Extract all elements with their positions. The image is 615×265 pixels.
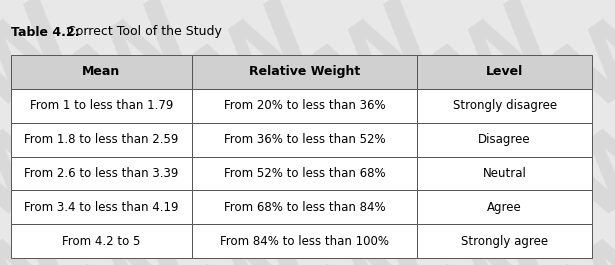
- Text: W: W: [427, 0, 573, 21]
- Text: W: W: [547, 99, 615, 241]
- Bar: [417, 55, 592, 89]
- Bar: [417, 123, 592, 157]
- Bar: [11, 157, 192, 190]
- Text: W: W: [0, 99, 93, 241]
- Text: W: W: [307, 99, 453, 241]
- Text: Strongly disagree: Strongly disagree: [453, 99, 557, 112]
- Bar: [417, 157, 592, 190]
- Bar: [11, 55, 192, 89]
- Text: W: W: [67, 0, 213, 21]
- Text: W: W: [67, 0, 213, 131]
- Text: From 1.8 to less than 2.59: From 1.8 to less than 2.59: [25, 133, 179, 146]
- Bar: [192, 123, 417, 157]
- Bar: [11, 224, 192, 258]
- Text: Table 4.2:: Table 4.2:: [11, 25, 80, 38]
- Text: W: W: [187, 209, 333, 265]
- Bar: [192, 55, 417, 89]
- Text: W: W: [187, 0, 333, 131]
- Text: W: W: [547, 0, 615, 21]
- Text: Neutral: Neutral: [483, 167, 526, 180]
- Text: W: W: [547, 0, 615, 131]
- Text: From 3.4 to less than 4.19: From 3.4 to less than 4.19: [24, 201, 179, 214]
- Text: From 4.2 to 5: From 4.2 to 5: [62, 235, 141, 248]
- Text: Agree: Agree: [487, 201, 522, 214]
- Text: W: W: [0, 0, 93, 131]
- Bar: [192, 190, 417, 224]
- Text: W: W: [0, 209, 93, 265]
- Text: W: W: [67, 209, 213, 265]
- Text: From 84% to less than 100%: From 84% to less than 100%: [220, 235, 389, 248]
- Text: Level: Level: [486, 65, 523, 78]
- Text: W: W: [427, 0, 573, 131]
- Text: W: W: [307, 209, 453, 265]
- Bar: [192, 157, 417, 190]
- Bar: [417, 224, 592, 258]
- Text: W: W: [307, 0, 453, 131]
- Bar: [11, 89, 192, 123]
- Bar: [417, 89, 592, 123]
- Bar: [192, 89, 417, 123]
- Bar: [417, 190, 592, 224]
- Text: From 2.6 to less than 3.39: From 2.6 to less than 3.39: [25, 167, 179, 180]
- Text: From 1 to less than 1.79: From 1 to less than 1.79: [30, 99, 173, 112]
- Text: Mean: Mean: [82, 65, 121, 78]
- Text: W: W: [547, 209, 615, 265]
- Text: Correct Tool of the Study: Correct Tool of the Study: [63, 25, 222, 38]
- Text: From 68% to less than 84%: From 68% to less than 84%: [224, 201, 386, 214]
- Text: Strongly agree: Strongly agree: [461, 235, 548, 248]
- Text: W: W: [307, 0, 453, 21]
- Text: W: W: [67, 99, 213, 241]
- Text: Disagree: Disagree: [478, 133, 531, 146]
- Text: W: W: [427, 209, 573, 265]
- Text: W: W: [187, 0, 333, 21]
- Bar: [192, 224, 417, 258]
- Text: Relative Weight: Relative Weight: [249, 65, 360, 78]
- Text: W: W: [0, 0, 93, 21]
- Text: W: W: [187, 99, 333, 241]
- Text: From 52% to less than 68%: From 52% to less than 68%: [224, 167, 386, 180]
- Text: From 20% to less than 36%: From 20% to less than 36%: [224, 99, 386, 112]
- Text: From 36% to less than 52%: From 36% to less than 52%: [224, 133, 386, 146]
- Bar: [11, 190, 192, 224]
- Text: W: W: [427, 99, 573, 241]
- Bar: [11, 123, 192, 157]
